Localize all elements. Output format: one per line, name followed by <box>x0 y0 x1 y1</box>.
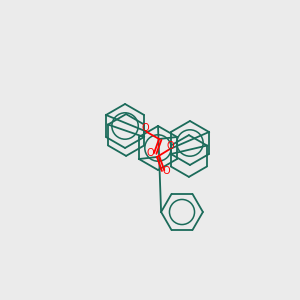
Text: O: O <box>141 123 149 133</box>
Text: O: O <box>166 141 174 151</box>
Text: O: O <box>146 148 154 158</box>
Text: O: O <box>162 166 170 176</box>
